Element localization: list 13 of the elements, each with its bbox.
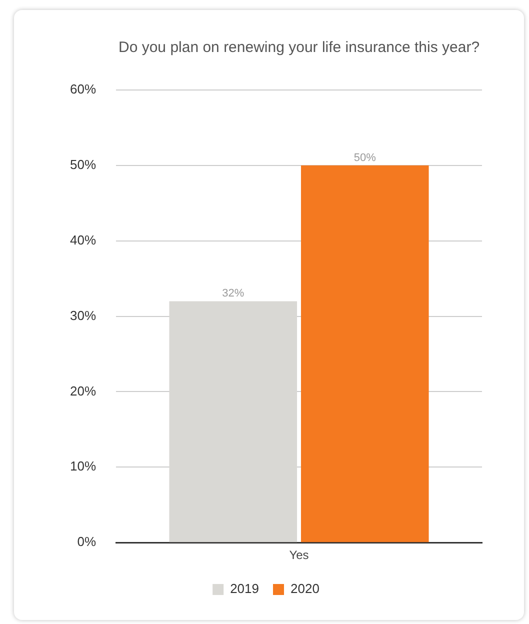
y-tick-label: 10% [70, 458, 96, 474]
y-tick-label: 60% [70, 82, 96, 97]
y-tick-label: 40% [70, 232, 96, 248]
y-tick-label: 50% [70, 157, 96, 172]
x-tick-label: Yes [289, 548, 309, 562]
legend-label: 2020 [290, 581, 320, 596]
chart-title: Do you plan on renewing your life insurance this year? [118, 39, 480, 56]
data-label: 32% [222, 288, 244, 300]
data-label: 50% [354, 152, 376, 164]
y-tick-label: 30% [70, 308, 96, 323]
y-tick-label: 20% [70, 383, 96, 398]
legend-label: 2019 [230, 581, 259, 596]
y-tick-label: 0% [77, 534, 96, 550]
